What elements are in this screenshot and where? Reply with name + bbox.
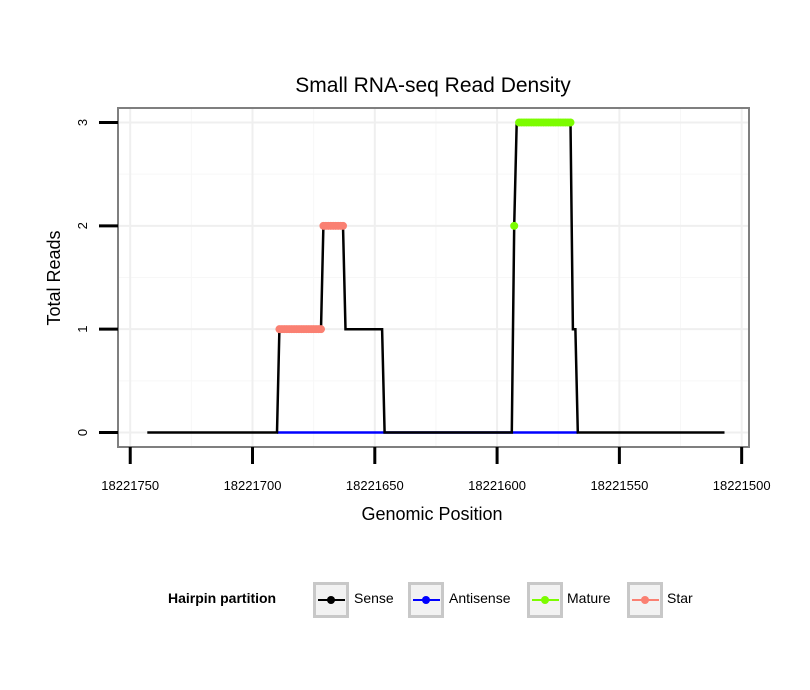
x-axis: 18221750 18221700 18221650 18221600 18221550… [101,447,771,493]
y-tick-label: 3 [75,119,90,126]
y-tick-label: 1 [75,326,90,333]
chart-title: Small RNA-seq Read Density [295,74,571,97]
legend-point-mature [541,596,549,604]
plot-border [117,107,750,448]
y-tick-label: 2 [75,222,90,229]
data-point-star [316,325,325,334]
data-point-star [339,221,348,230]
y-tick-label: 0 [75,429,90,436]
data-point-mature [566,118,575,127]
y-axis: 0 1 2 3 [75,119,118,436]
y-axis-title: Total Reads [44,230,64,325]
series-layer [147,118,725,434]
x-tick-label: 18221750 [101,478,159,493]
x-tick-label: 18221600 [468,478,526,493]
legend-point-antisense [422,596,430,604]
x-tick-label: 18221550 [590,478,648,493]
data-point-mature [510,221,519,230]
legend-point-star [641,596,649,604]
legend: Hairpin partition Sense Antisense Mature St… [168,582,693,618]
legend-label-antisense: Antisense [449,590,511,606]
x-tick-label: 18221500 [713,478,771,493]
legend-label-sense: Sense [354,590,394,606]
legend-label-mature: Mature [567,590,611,606]
legend-title: Hairpin partition [168,590,276,606]
x-axis-title: Genomic Position [361,504,502,524]
legend-label-star: Star [667,590,693,606]
x-tick-label: 18221700 [224,478,282,493]
grid [118,108,749,447]
legend-point-sense [327,596,335,604]
x-tick-label: 18221650 [346,478,404,493]
